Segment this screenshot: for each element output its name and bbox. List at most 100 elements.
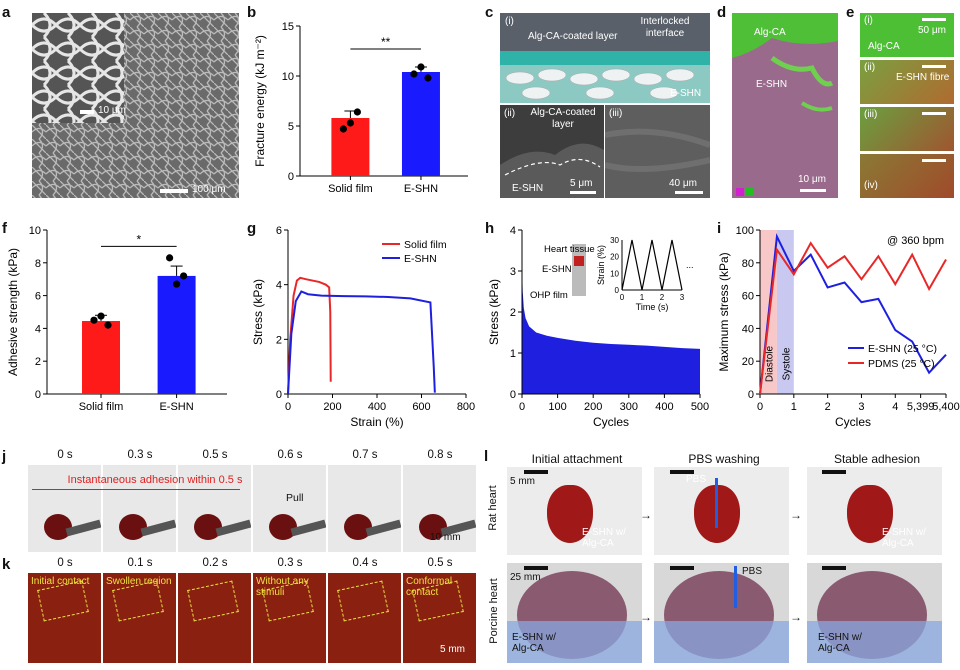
glove (507, 621, 642, 663)
pull-label: Pull (286, 492, 304, 504)
panel-label-f: f (2, 220, 7, 237)
adhesion-banner: Instantaneous adhesion within 0.5 s (67, 474, 243, 486)
scale-label: 10 μm (798, 174, 826, 185)
series-line (759, 241, 947, 395)
label-eshn: E-SHN (512, 183, 544, 194)
x-tick-label: 400 (655, 401, 673, 413)
legend-label: PDMS (25 °C) (868, 358, 935, 370)
photo-frame (178, 465, 251, 552)
row-label: Rat heart (487, 485, 499, 531)
panel-label-g: g (247, 220, 257, 237)
time-label: 0.5 s (202, 449, 228, 461)
photo-frame (103, 465, 176, 552)
confocal-image-e2: (ii) E-SHN fibre (860, 60, 954, 104)
sem-fibre-texture (32, 13, 239, 198)
panel-label-b: b (247, 4, 257, 21)
y-tick-label: 1 (510, 348, 516, 360)
x-tick-label: 800 (457, 401, 475, 413)
scale-bar (570, 191, 596, 194)
pbs-label: PBS (686, 474, 707, 485)
scale-bar (800, 189, 826, 192)
significance-label: * (136, 232, 141, 246)
y-tick-label: 80 (742, 258, 754, 270)
eshn-label: E-SHN w/ Alg-CA (882, 527, 926, 549)
porcine-heart-photo (654, 563, 789, 663)
y-tick-label: 10 (29, 225, 41, 237)
bar (82, 321, 120, 394)
pbs-flow-arrow (715, 478, 718, 528)
inset-x-tick-label: 3 (680, 293, 685, 302)
scale-label: 5 μm (570, 178, 593, 189)
inset-continuation: ... (686, 260, 694, 270)
panel-label-j: j (2, 448, 7, 465)
x-axis-label: Cycles (593, 415, 629, 429)
y-tick-label: 5 (288, 121, 294, 133)
subpanel-label: (iii) (609, 108, 623, 119)
legend-label: Solid film (404, 239, 447, 251)
annotation: Swollen region (106, 576, 172, 587)
glove (654, 621, 789, 663)
label-alg-ca: Alg-CA (868, 41, 900, 52)
inset-strain-line (621, 239, 683, 291)
y-tick-label: 4 (35, 323, 41, 335)
y-tick-label: 4 (276, 280, 282, 292)
stress-strain-chart: 0 2 4 6 0 200 400 600 800 Stress (kPa) Strain (%) S… (251, 225, 475, 429)
photo-frame (328, 465, 401, 552)
scale-bar (670, 470, 694, 474)
glove (807, 621, 942, 663)
inset-y-tick-label: 20 (610, 253, 619, 262)
series-line (759, 233, 947, 395)
systole-label: Systole (781, 347, 792, 380)
scale-bar (822, 470, 846, 474)
scale-bar (922, 65, 946, 68)
series-line (287, 276, 332, 395)
photo-frame (28, 465, 101, 552)
time-label: 0.6 s (277, 449, 303, 461)
column-header: Stable adhesion (833, 452, 921, 466)
y-tick-label: 6 (35, 291, 41, 303)
step-arrow: → (640, 508, 652, 522)
y-axis-label: Adhesive strength (kPa) (6, 248, 20, 376)
porcine-heart-photo (807, 563, 942, 663)
time-label: 0.3 s (127, 449, 153, 461)
inset-y-tick-label: 10 (610, 269, 619, 278)
rate-label: @ 360 bpm (887, 235, 944, 247)
inset-y-tick-label: 30 (610, 236, 619, 245)
eshn-label: E-SHN w/ Alg-CA (512, 632, 556, 654)
sem-surface: (iii) 40 μm (605, 105, 710, 198)
scale-label: 5 mm (510, 476, 535, 487)
stress-area (522, 262, 700, 394)
sem-image-fibres: 10 μm 100 μm (32, 13, 239, 198)
photo-frame (328, 573, 401, 663)
y-tick-label: 8 (35, 258, 41, 270)
patch-outline (187, 580, 239, 622)
photo-frame (253, 465, 326, 552)
confocal-image-d: Alg-CA E-SHN 10 μm (732, 13, 838, 198)
scale-label: 5 mm (440, 644, 465, 655)
x-tick-label: 200 (584, 401, 602, 413)
x-tick-label: 5,399 (907, 401, 935, 413)
bar (331, 118, 370, 176)
patch-outline (337, 580, 389, 622)
x-tick-label: 2 (825, 401, 831, 413)
column-header: Initial attachment (531, 452, 623, 466)
photo-frame (403, 465, 476, 552)
confocal-image-e1: (i) Alg-CA 50 μm (860, 13, 954, 57)
label-eshn: E-SHN (670, 88, 702, 99)
subpanel-label: (i) (505, 16, 514, 27)
time-label: 0.7 s (352, 449, 378, 461)
x-tick-label: E-SHN (159, 401, 193, 413)
inset-heart-tissue (574, 256, 584, 266)
x-tick-label: 200 (323, 401, 341, 413)
y-tick-label: 0 (288, 171, 294, 183)
y-tick-label: 2 (276, 334, 282, 346)
legend-swatch-magenta (736, 188, 744, 196)
panel-label-e: e (846, 4, 855, 21)
callout-interlocked: Interlocked interface (640, 16, 690, 39)
time-label: 0.2 s (202, 557, 228, 569)
legend-label: E-SHN (404, 253, 437, 265)
y-tick-label: 100 (736, 225, 754, 237)
inset-label: OHP film (530, 290, 568, 301)
rat-heart (847, 485, 893, 543)
